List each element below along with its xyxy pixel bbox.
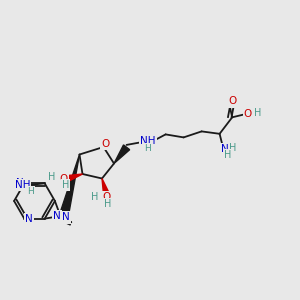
Text: N: N [53,211,61,221]
Text: H: H [145,144,151,153]
Text: O: O [59,173,68,184]
Polygon shape [61,154,80,212]
Text: NH: NH [15,180,30,190]
Text: H: H [224,150,231,160]
Text: H: H [91,191,98,202]
Polygon shape [114,145,130,164]
Text: N: N [25,214,33,224]
Text: H: H [62,180,69,190]
Text: N: N [221,144,229,154]
Text: O: O [102,192,111,203]
Text: H: H [254,108,261,118]
Text: H: H [28,187,34,196]
Text: O: O [244,109,252,119]
Text: H: H [104,199,112,209]
Text: N: N [62,212,70,223]
Polygon shape [67,174,82,182]
Text: O: O [101,139,109,149]
Text: N: N [16,178,23,188]
Text: NH: NH [140,136,156,146]
Text: O: O [228,96,236,106]
Text: H: H [48,172,55,182]
Polygon shape [102,178,110,195]
Text: H: H [229,143,236,153]
